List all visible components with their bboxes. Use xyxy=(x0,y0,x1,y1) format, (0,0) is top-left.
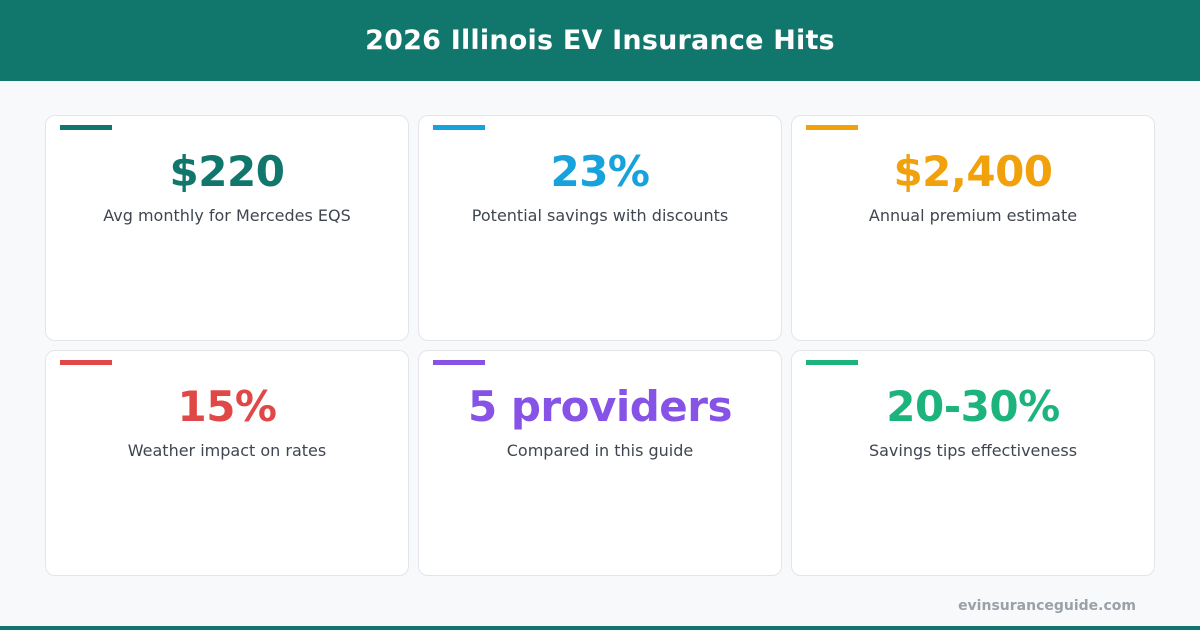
stat-label: Weather impact on rates xyxy=(127,441,327,460)
card-accent-bar xyxy=(60,360,112,365)
stat-label: Annual premium estimate xyxy=(868,206,1078,225)
stat-card-savings-tips: 20-30% Savings tips effectiveness xyxy=(791,350,1155,576)
stat-value: 15% xyxy=(177,382,277,431)
stat-label: Avg monthly for Mercedes EQS xyxy=(103,206,351,225)
stat-value: $2,400 xyxy=(893,147,1053,196)
card-accent-bar xyxy=(806,360,858,365)
card-accent-bar xyxy=(806,125,858,130)
card-accent-bar xyxy=(60,125,112,130)
page-title: 2026 Illinois EV Insurance Hits xyxy=(365,25,835,56)
stat-label: Potential savings with discounts xyxy=(471,206,729,225)
card-accent-bar xyxy=(433,360,485,365)
card-accent-bar xyxy=(433,125,485,130)
stat-value: $220 xyxy=(169,147,285,196)
stat-card-weather-impact: 15% Weather impact on rates xyxy=(45,350,409,576)
stat-value: 5 providers xyxy=(467,382,733,431)
stat-value: 23% xyxy=(550,147,650,196)
stat-label: Compared in this guide xyxy=(506,441,694,460)
stat-card-annual-premium: $2,400 Annual premium estimate xyxy=(791,115,1155,341)
site-domain-link[interactable]: evinsuranceguide.com xyxy=(958,598,1136,614)
stat-value: 20-30% xyxy=(886,382,1060,431)
stat-card-monthly-cost: $220 Avg monthly for Mercedes EQS xyxy=(45,115,409,341)
header-banner: 2026 Illinois EV Insurance Hits xyxy=(0,0,1200,81)
footer-divider xyxy=(0,626,1200,630)
stat-card-providers: 5 providers Compared in this guide xyxy=(418,350,782,576)
stats-grid: $220 Avg monthly for Mercedes EQS 23% Po… xyxy=(45,115,1155,576)
stat-label: Savings tips effectiveness xyxy=(868,441,1078,460)
stat-card-savings-discounts: 23% Potential savings with discounts xyxy=(418,115,782,341)
